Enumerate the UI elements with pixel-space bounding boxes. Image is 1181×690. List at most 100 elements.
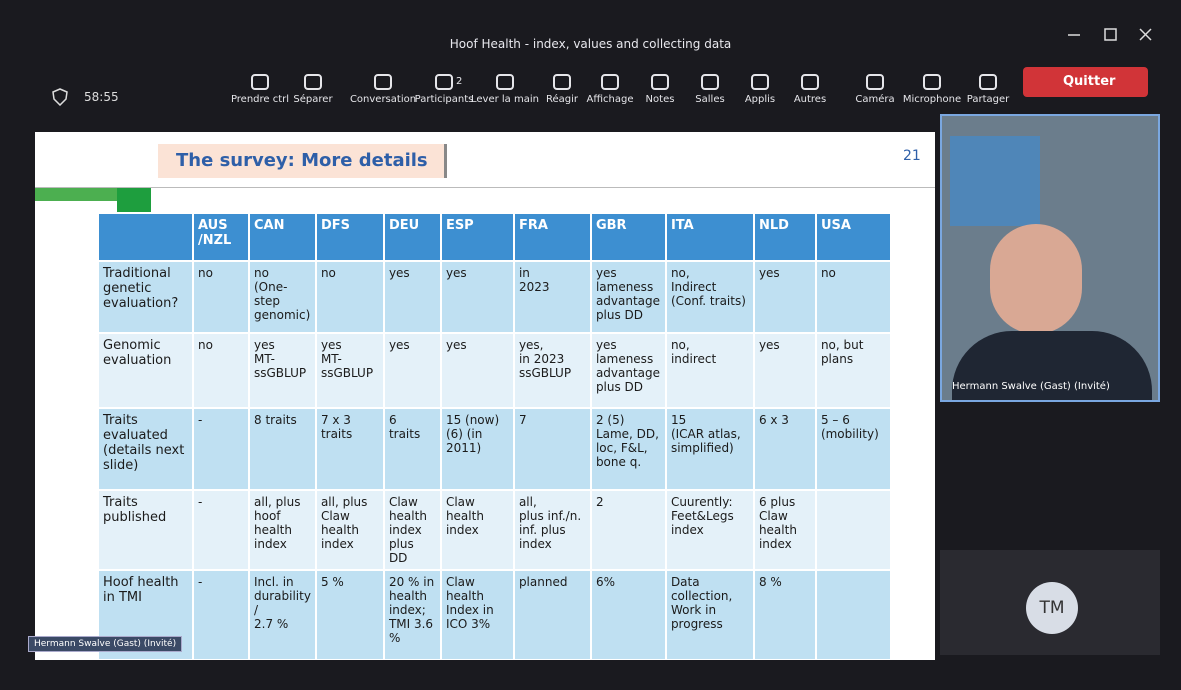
table-cell: no bbox=[192, 260, 250, 334]
toolbar-button[interactable]: Conversation bbox=[348, 74, 418, 105]
table-cell: no, Indirect (Conf. traits) bbox=[664, 260, 755, 334]
table-cell: - bbox=[192, 489, 250, 571]
participant-count: 2 bbox=[456, 76, 463, 87]
button-icon bbox=[651, 74, 669, 90]
table-cell: no, but plans bbox=[814, 332, 892, 409]
button-icon bbox=[701, 74, 719, 90]
toolbar-button[interactable]: Réagir bbox=[527, 74, 597, 105]
presenter-label: Hermann Swalve (Gast) (Invité) bbox=[28, 636, 183, 652]
header-cell bbox=[97, 212, 194, 262]
slide-accent bbox=[35, 187, 117, 201]
table-cell: Claw health index plus DD bbox=[382, 489, 442, 571]
table-cell: no bbox=[192, 332, 250, 409]
button-icon bbox=[374, 74, 392, 90]
table-cell bbox=[814, 489, 892, 571]
toolbar-button[interactable]: Notes bbox=[625, 74, 695, 105]
table-cell: 15 (ICAR atlas, simplified) bbox=[664, 407, 755, 491]
table-cell: all, plus Claw health index bbox=[314, 489, 385, 571]
table-cell: yes bbox=[382, 260, 442, 334]
window-controls bbox=[1068, 28, 1152, 41]
toolbar-button[interactable]: Salles bbox=[675, 74, 745, 105]
slide-rule bbox=[35, 187, 935, 188]
button-label: Autres bbox=[793, 94, 827, 105]
table-cell: - bbox=[192, 569, 250, 660]
avatar: TM bbox=[1026, 582, 1078, 634]
table-cell: 20 % in health index; TMI 3.6 % bbox=[382, 569, 442, 660]
table-cell: all, plus hoof health index bbox=[248, 489, 317, 571]
table-cell: yes MT-ssGBLUP bbox=[314, 332, 385, 409]
button-label: Salles bbox=[695, 94, 725, 105]
header-row: AUS /NZL CAN DFS DEU ESP FRA GBR ITA NLD USA bbox=[97, 212, 892, 262]
table-cell: 5 – 6 (mobility) bbox=[814, 407, 892, 491]
background-painting bbox=[950, 136, 1040, 226]
maximize[interactable] bbox=[1104, 28, 1117, 41]
button-icon bbox=[251, 74, 269, 90]
table-cell: 7 bbox=[512, 407, 592, 491]
row-label: Traits evaluated (details next slide) bbox=[97, 407, 194, 491]
table-cell bbox=[814, 569, 892, 660]
header-cell: CAN bbox=[248, 212, 317, 262]
toolbar-button[interactable]: Microphone bbox=[897, 74, 967, 105]
button-icon bbox=[304, 74, 322, 90]
row-label: Traits published bbox=[97, 489, 194, 571]
button-icon bbox=[923, 74, 941, 90]
table-row: Traits evaluated (details next slide) -8 … bbox=[97, 407, 892, 491]
slide-accent bbox=[117, 187, 151, 213]
toolbar-button[interactable]: 2 Participants bbox=[409, 74, 479, 105]
table-cell: no (One-step genomic) bbox=[248, 260, 317, 334]
button-label: Conversation bbox=[349, 94, 417, 105]
table-cell: 8 traits bbox=[248, 407, 317, 491]
button-label: Microphone bbox=[902, 94, 962, 105]
button-label: Affichage bbox=[586, 94, 634, 105]
leave-button[interactable]: Quitter bbox=[1023, 67, 1148, 97]
button-label: Caméra bbox=[855, 94, 895, 105]
button-label: Séparer bbox=[293, 94, 333, 105]
table-cell: Incl. in durability / 2.7 % bbox=[248, 569, 317, 660]
table-cell: - bbox=[192, 407, 250, 491]
table-cell: in 2023 bbox=[512, 260, 592, 334]
table-row: Traditional genetic evaluation? no no (One… bbox=[97, 260, 892, 334]
table-cell: yes, in 2023 ssGBLUP bbox=[512, 332, 592, 409]
table-cell: yes lameness advantage plus DD bbox=[589, 332, 667, 409]
button-icon bbox=[553, 74, 571, 90]
button-label: Partager bbox=[966, 94, 1010, 105]
table-cell: 6 plus Claw health index bbox=[752, 489, 817, 571]
table-cell: yes MT-ssGBLUP bbox=[248, 332, 317, 409]
header-cell: FRA bbox=[512, 212, 592, 262]
table-cell: yes lameness advantage plus DD bbox=[589, 260, 667, 334]
button-label: Notes bbox=[645, 94, 675, 105]
toolbar-button[interactable]: Caméra bbox=[840, 74, 910, 105]
button-label: Applis bbox=[744, 94, 776, 105]
toolbar-button[interactable]: Autres bbox=[775, 74, 845, 105]
header-cell: AUS /NZL bbox=[192, 212, 250, 262]
slide-title: The survey: More details bbox=[158, 144, 447, 178]
toolbar-button[interactable]: Applis bbox=[725, 74, 795, 105]
table-cell: 15 (now) (6) (in 2011) bbox=[439, 407, 515, 491]
close[interactable] bbox=[1139, 28, 1152, 41]
table-row: Hoof health in TMI - Incl. in durability /… bbox=[97, 569, 892, 660]
table-cell: Claw health Index in ICO 3% bbox=[439, 569, 515, 660]
survey-table: AUS /NZL CAN DFS DEU ESP FRA GBR ITA NLD USA Tradi… bbox=[97, 212, 892, 660]
table-cell: 5 % bbox=[314, 569, 385, 660]
table-cell: Data collection, Work in progress bbox=[664, 569, 755, 660]
toolbar-button[interactable]: Partager bbox=[953, 74, 1023, 105]
table-cell: 7 x 3 traits bbox=[314, 407, 385, 491]
table-row: Traits published - all, plus hoof health i… bbox=[97, 489, 892, 571]
toolbar-button[interactable]: Séparer bbox=[278, 74, 348, 105]
shared-slide: The survey: More details 21 AUS /NZL CAN D… bbox=[35, 132, 935, 660]
window-title: Hoof Health - index, values and collecti… bbox=[449, 37, 732, 51]
row-label: Traditional genetic evaluation? bbox=[97, 260, 194, 334]
table-cell: 2 (5) Lame, DD, loc, F&L, bone q. bbox=[589, 407, 667, 491]
table-cell: 6 x 3 bbox=[752, 407, 817, 491]
header-cell: USA bbox=[814, 212, 892, 262]
table-cell: no bbox=[814, 260, 892, 334]
toolbar-button[interactable]: Lever la main bbox=[470, 74, 540, 105]
table-cell: yes bbox=[439, 332, 515, 409]
button-icon bbox=[801, 74, 819, 90]
button-icon bbox=[751, 74, 769, 90]
toolbar-button[interactable]: Prendre ctrl bbox=[225, 74, 295, 105]
header-cell: ITA bbox=[664, 212, 755, 262]
header-cell: DFS bbox=[314, 212, 385, 262]
toolbar-button[interactable]: Affichage bbox=[575, 74, 645, 105]
table-cell: planned bbox=[512, 569, 592, 660]
